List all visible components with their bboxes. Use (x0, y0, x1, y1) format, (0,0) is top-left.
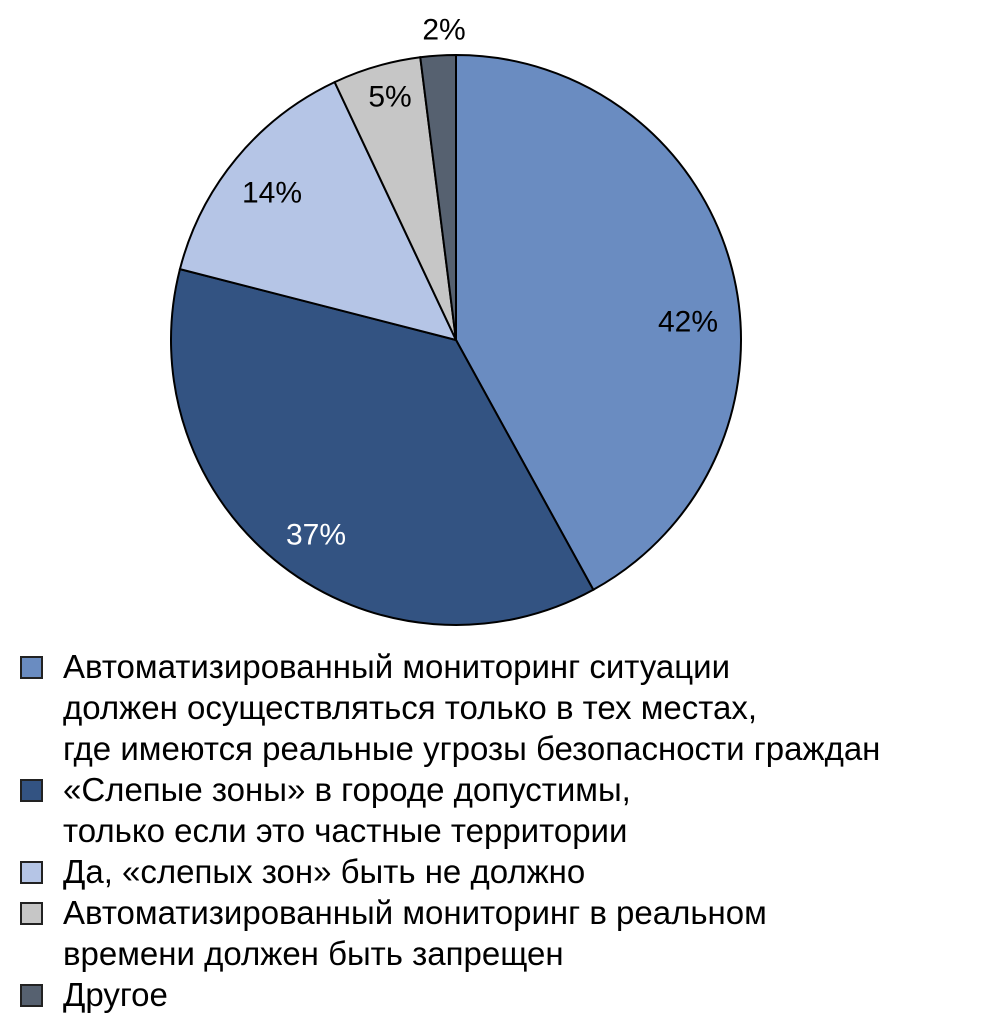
legend-swatch (20, 861, 43, 884)
data-label: 37% (286, 519, 346, 552)
legend-label: Автоматизированный мониторинг ситуации д… (63, 648, 881, 767)
pie-slice (178, 80, 458, 342)
legend-label: «Слепые зоны» в городе допустимы, только… (63, 771, 631, 849)
legend-item: «Слепые зоны» в городе допустимы, только… (20, 769, 880, 851)
data-label: 2% (422, 14, 465, 47)
legend-label: Другое (63, 976, 168, 1013)
data-label: 14% (242, 177, 302, 210)
pie-slice (419, 53, 457, 341)
legend-swatch (20, 984, 43, 1007)
legend-item: Автоматизированный мониторинг в реальном… (20, 892, 880, 974)
legend-label: Автоматизированный мониторинг в реальном… (63, 894, 767, 972)
legend-item: Да, «слепых зон» быть не должно (20, 851, 880, 892)
legend-label: Да, «слепых зон» быть не должно (63, 853, 586, 890)
data-label: 42% (658, 306, 718, 339)
legend-swatch (20, 656, 43, 679)
legend-item: Другое (20, 974, 880, 1015)
data-label: 5% (368, 81, 411, 114)
pie-slice (170, 267, 595, 626)
pie-chart: 42% 37% 14% 5% 2% (170, 14, 742, 626)
legend-swatch (20, 779, 43, 802)
pie-slice (455, 53, 742, 592)
legend-swatch (20, 902, 43, 925)
legend: Автоматизированный мониторинг ситуации д… (20, 646, 880, 1015)
legend-item: Автоматизированный мониторинг ситуации д… (20, 646, 880, 769)
